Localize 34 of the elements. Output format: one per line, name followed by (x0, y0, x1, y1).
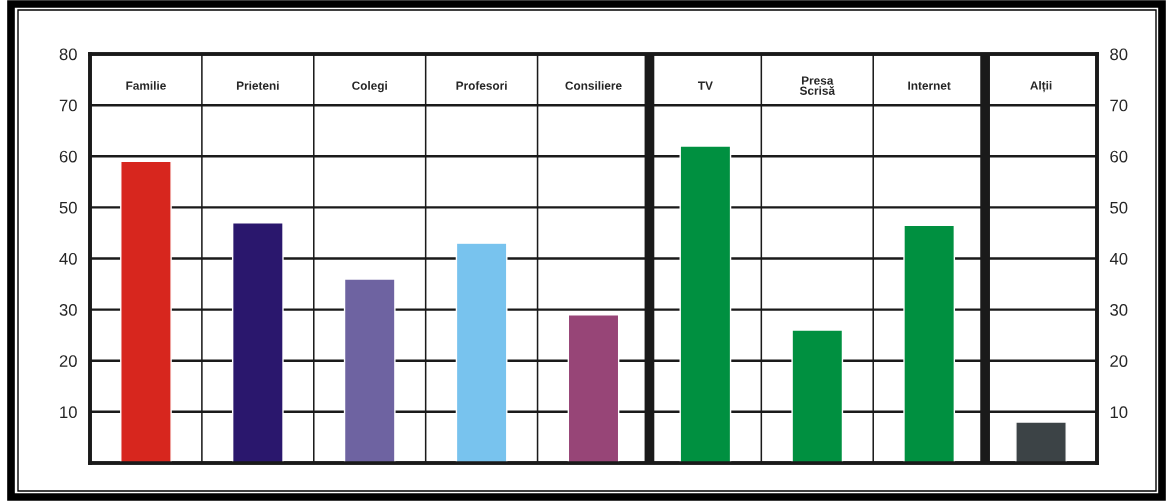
x-tick-label: Profesori (456, 81, 507, 90)
x-tick-label: Colegi (352, 81, 387, 93)
bar (343, 278, 396, 463)
bar (231, 222, 284, 463)
y-tick-label: 80 (59, 48, 77, 61)
y-tick-label: 30 (59, 304, 77, 316)
x-tick-label: Prieteni (236, 81, 279, 90)
y-tick-label: 70 (59, 99, 77, 112)
y2-tick-label: 10 (1110, 406, 1128, 419)
x-tick-label: Internet (908, 81, 951, 90)
y2-tick-label: 80 (1110, 48, 1128, 61)
x-tick-label: Alții (1030, 80, 1052, 93)
x-tick-label: TV (697, 81, 713, 90)
y-tick-label: 20 (59, 355, 77, 367)
bar (120, 160, 172, 463)
y2-tick-label: 20 (1110, 355, 1128, 367)
bar (679, 145, 732, 463)
bar (791, 329, 844, 463)
x-tick-label: Familie (126, 81, 166, 90)
bar (567, 314, 620, 463)
bar (455, 242, 508, 463)
y2-tick-label: 50 (1110, 201, 1128, 214)
x-tick-label: Presa Scrisă (799, 76, 836, 95)
y2-tick-label: 30 (1110, 304, 1128, 316)
y-tick-label: 10 (60, 406, 77, 419)
y-tick-label: 40 (59, 252, 77, 265)
y2-tick-label: 40 (1109, 252, 1128, 265)
y-tick-label: 60 (59, 150, 77, 163)
bar (903, 224, 956, 463)
y2-tick-label: 70 (1110, 99, 1128, 112)
bar (1015, 421, 1067, 463)
x-tick-label: Consiliere (565, 81, 622, 90)
y2-tick-label: 60 (1110, 150, 1128, 163)
y-tick-label: 50 (59, 201, 77, 214)
